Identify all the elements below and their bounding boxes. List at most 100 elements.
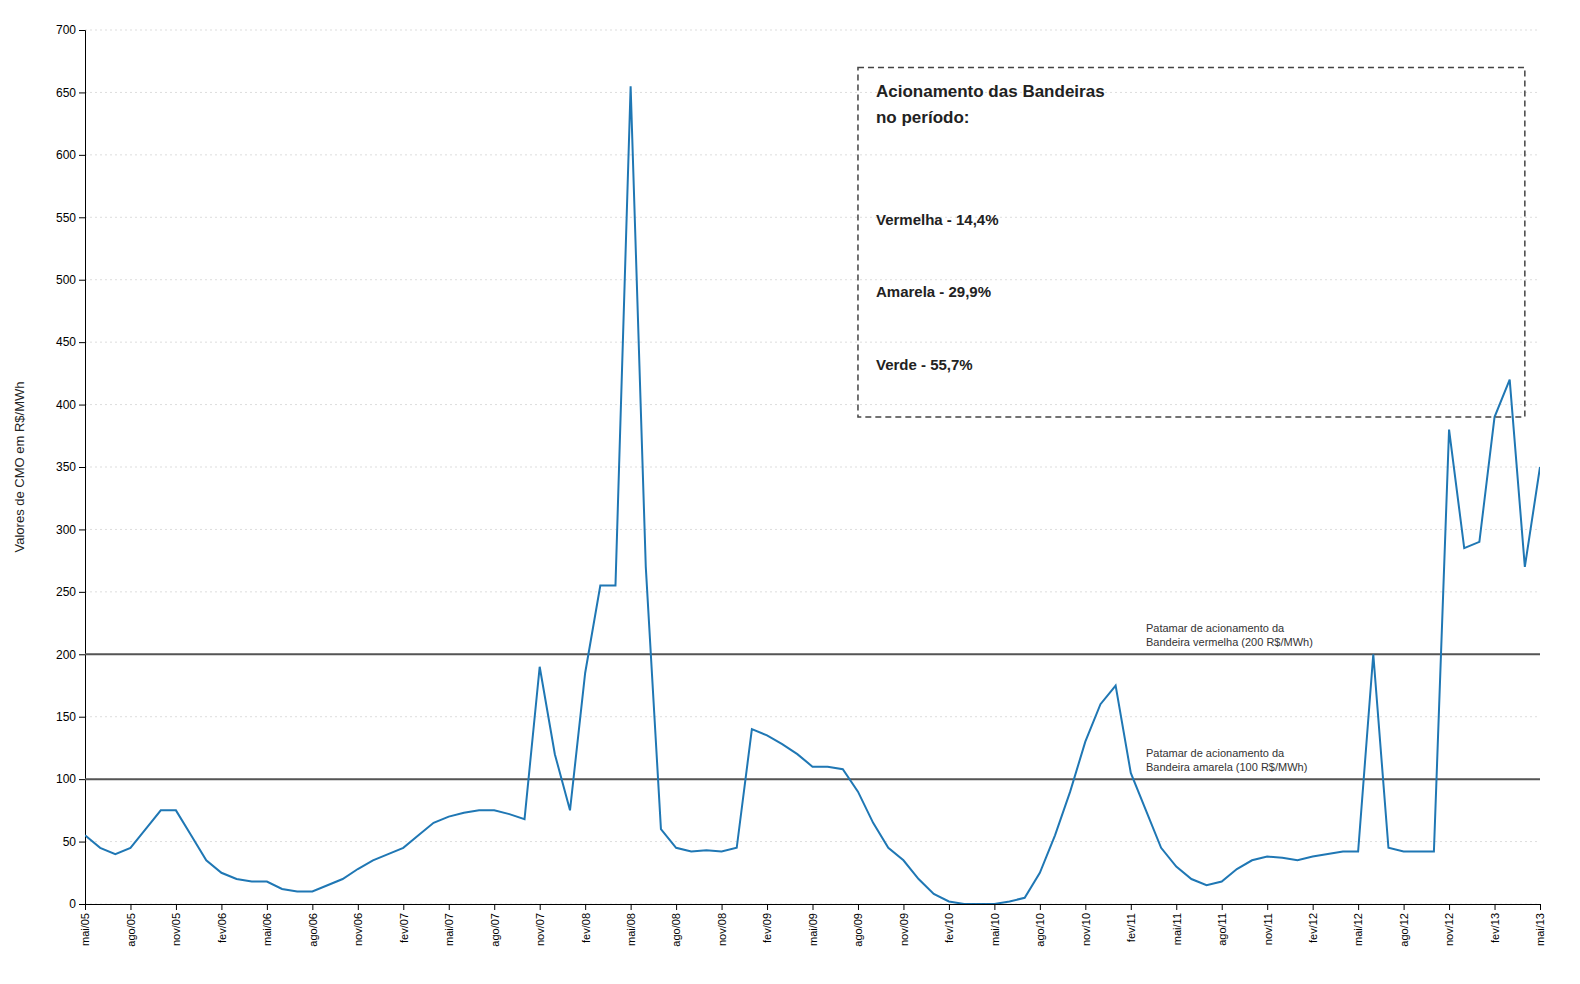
x-tick-label: fev/08 [580, 913, 592, 943]
x-tick-label: fev/07 [398, 913, 410, 943]
y-tick-mark [79, 280, 85, 281]
x-tick: fev/08 [580, 904, 592, 943]
x-tick: mai/10 [989, 904, 1001, 946]
y-tick-label: 50 [63, 835, 77, 849]
x-tick-label: mai/09 [807, 913, 819, 946]
y-tick: 100 [56, 772, 85, 786]
data-line [85, 86, 1540, 904]
x-tick: mai/07 [443, 904, 455, 946]
x-tick-label: mai/05 [79, 913, 91, 946]
y-tick: 350 [56, 460, 85, 474]
y-tick-label: 250 [56, 585, 76, 599]
y-tick-mark [79, 30, 85, 31]
y-tick-mark [79, 779, 85, 780]
x-tick: fev/06 [216, 904, 228, 943]
reference-line [85, 778, 1540, 780]
x-tick: ago/11 [1216, 904, 1228, 946]
x-axis-line [86, 905, 1541, 911]
x-tick: mai/06 [261, 904, 273, 946]
x-tick-label: ago/09 [852, 913, 864, 947]
y-tick-mark [79, 529, 85, 530]
x-tick: fev/10 [943, 904, 955, 943]
x-tick-label: mai/07 [443, 913, 455, 946]
x-tick-mark [540, 904, 541, 910]
annotation-line: Vermelha - 14,4% [876, 211, 999, 228]
grid [85, 30, 1540, 904]
x-tick: nov/12 [1443, 904, 1455, 946]
x-tick: nov/08 [716, 904, 728, 946]
x-tick: ago/06 [307, 904, 319, 947]
x-tick-mark [1358, 904, 1359, 910]
x-tick-label: nov/12 [1443, 913, 1455, 946]
x-tick: mai/08 [625, 904, 637, 946]
x-tick-label: nov/08 [716, 913, 728, 946]
marks [85, 86, 1540, 904]
x-axis: mai/05ago/05nov/05fev/06mai/06ago/06nov/… [79, 904, 1546, 947]
x-tick-mark [858, 904, 859, 910]
x-tick-mark [1085, 904, 1086, 910]
x-tick: mai/13 [1534, 904, 1546, 946]
grid-line [85, 279, 1540, 280]
y-tick: 450 [56, 335, 85, 349]
x-tick-mark [1176, 904, 1177, 910]
x-tick-mark [722, 904, 723, 910]
x-tick-mark [85, 904, 86, 910]
x-tick-mark [267, 904, 268, 910]
x-tick-mark [767, 904, 768, 910]
annotation-line: Amarela - 29,9% [876, 283, 991, 300]
x-tick-mark [221, 904, 222, 910]
y-tick-mark [79, 155, 85, 156]
y-axis: 0501001502002503003504004505005506006507… [56, 23, 86, 911]
x-tick-label: fev/11 [1125, 913, 1137, 942]
y-tick-mark [79, 904, 85, 905]
x-tick-label: mai/08 [625, 913, 637, 946]
x-tick: fev/13 [1489, 904, 1501, 943]
x-tick-label: ago/11 [1216, 913, 1228, 946]
x-tick-label: fev/13 [1489, 913, 1501, 943]
reference-line-label: Patamar de acionamento daBandeira amarel… [1146, 747, 1307, 773]
y-tick: 200 [56, 648, 85, 662]
x-tick-mark [1540, 904, 1541, 910]
x-tick-mark [1313, 904, 1314, 910]
grid-line [85, 779, 1540, 780]
x-tick-mark [1267, 904, 1268, 910]
x-tick-label: mai/13 [1534, 913, 1546, 946]
y-tick-mark [79, 842, 85, 843]
y-tick-mark [79, 92, 85, 93]
y-tick-label: 600 [56, 148, 76, 162]
grid-line [85, 342, 1540, 343]
x-tick-mark [494, 904, 495, 910]
x-tick-label: nov/10 [1080, 913, 1092, 946]
reference-line [85, 653, 1540, 655]
x-tick: ago/10 [1034, 904, 1046, 947]
x-tick-mark [176, 904, 177, 910]
x-tick-label: nov/07 [534, 913, 546, 946]
y-tick-label: 400 [56, 398, 76, 412]
x-tick-mark [1222, 904, 1223, 910]
y-tick-mark [79, 405, 85, 406]
x-tick: fev/11 [1125, 904, 1137, 942]
grid-line [85, 217, 1540, 218]
chart: 0501001502002503003504004505005506006507… [0, 0, 1580, 984]
x-tick: nov/10 [1080, 904, 1092, 946]
x-tick: fev/12 [1307, 904, 1319, 943]
x-tick-mark [585, 904, 586, 910]
y-tick-mark [79, 592, 85, 593]
x-tick-mark [449, 904, 450, 910]
y-tick-mark [79, 467, 85, 468]
grid-line [85, 529, 1540, 530]
x-tick: mai/11 [1171, 904, 1183, 945]
y-axis-title: Valores de CMO em R$/MWh [12, 382, 27, 553]
y-tick-label: 450 [56, 335, 76, 349]
x-tick-label: ago/05 [125, 913, 137, 947]
y-tick-mark [79, 342, 85, 343]
x-tick: ago/12 [1398, 904, 1410, 947]
y-tick: 50 [63, 835, 85, 849]
y-tick: 600 [56, 148, 85, 162]
x-tick-mark [631, 904, 632, 910]
x-tick-mark [403, 904, 404, 910]
y-tick-label: 500 [56, 273, 76, 287]
y-tick-label: 0 [69, 897, 76, 911]
x-tick: mai/05 [79, 904, 91, 946]
y-tick: 150 [56, 710, 85, 724]
